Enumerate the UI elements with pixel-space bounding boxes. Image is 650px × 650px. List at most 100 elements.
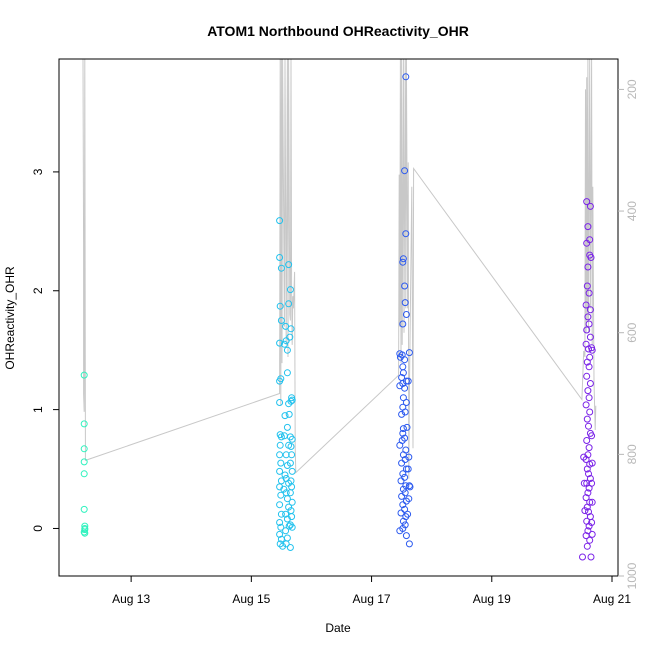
data-point-s2-36 (401, 473, 409, 481)
data-point-s1-66 (286, 489, 294, 497)
y-tick-label-1: 1 (31, 406, 45, 413)
data-point-s1-16 (276, 483, 284, 491)
data-point-s3-6 (587, 254, 595, 261)
y-tick-label-3: 3 (31, 168, 45, 175)
y-right-tick-label-2: 600 (625, 322, 639, 342)
x-tick-label-1: Aug 15 (232, 592, 270, 606)
data-point-s3-4 (583, 239, 591, 247)
data-point-s2-51 (402, 532, 410, 540)
data-point-s1-41 (283, 495, 291, 503)
x-tick-label-0: Aug 13 (112, 592, 150, 606)
data-point-s1-8 (276, 399, 284, 406)
data-point-s2-58 (404, 510, 412, 518)
data-point-s3-15 (586, 333, 594, 341)
data-point-s1-21 (277, 523, 285, 531)
data-point-s3-50 (586, 536, 594, 544)
data-point-s3-40 (584, 489, 592, 497)
data-point-s3-11 (586, 306, 594, 314)
data-point-s1-1 (276, 254, 284, 261)
data-point-s1-25 (279, 542, 287, 550)
data-point-s2-33 (398, 459, 406, 467)
data-point-s0-4 (80, 470, 88, 478)
data-point-s3-55 (581, 507, 589, 515)
data-point-s0-2 (80, 445, 88, 453)
y-right-tick-label-1: 400 (625, 201, 639, 221)
x-axis-label: Date (325, 621, 351, 635)
data-point-s2-48 (401, 521, 409, 529)
data-point-s3-12 (584, 313, 592, 321)
data-point-s3-13 (585, 320, 593, 328)
data-point-s1-46 (282, 527, 290, 535)
data-point-s2-54 (404, 377, 412, 385)
data-point-s2-59 (405, 495, 413, 503)
data-point-s2-55 (405, 453, 413, 461)
data-point-s1-62 (286, 459, 294, 467)
data-point-s1-54 (286, 333, 294, 341)
data-point-s3-57 (588, 346, 596, 354)
data-point-s3-37 (586, 475, 594, 482)
data-point-s3-20 (585, 363, 593, 371)
data-point-s1-63 (288, 467, 296, 475)
y-tick-label-0: 0 (31, 525, 45, 532)
data-point-s3-9 (585, 289, 593, 297)
data-point-s2-25 (399, 425, 407, 433)
y-axis-label: OHReactivity_OHR (3, 266, 17, 370)
data-point-s3-43 (583, 503, 591, 511)
chart-title: ATOM1 Northbound OHReactivity_OHR (207, 23, 469, 39)
data-point-s2-35 (399, 470, 407, 478)
data-point-s3-24 (585, 394, 593, 402)
data-point-s3-1 (586, 202, 594, 210)
data-point-s2-3 (399, 255, 407, 263)
data-point-s3-63 (588, 530, 596, 538)
y-axis-right: 200 400 600 800 1000 (618, 79, 639, 589)
y-axis: 0 1 2 3 (31, 168, 59, 532)
data-point-s2-24 (398, 410, 406, 418)
data-point-s1-48 (282, 540, 290, 548)
trace-layer (82, 58, 597, 479)
data-point-s1-22 (276, 530, 284, 538)
data-point-s0-3 (80, 458, 88, 466)
data-point-s2-29 (396, 441, 404, 449)
data-point-s2-2 (402, 230, 410, 238)
data-point-s3-30 (583, 437, 591, 444)
data-point-s1-18 (276, 501, 284, 509)
data-point-s1-67 (288, 498, 296, 506)
data-point-s2-6 (401, 299, 409, 307)
data-point-s1-20 (276, 519, 284, 526)
points-layer (80, 73, 596, 561)
trace-line (82, 58, 597, 479)
plot-frame (58, 58, 619, 577)
data-point-s2-8 (399, 320, 407, 328)
data-point-s3-32 (584, 451, 592, 459)
data-point-s2-14 (399, 369, 407, 377)
data-point-s2-13 (399, 363, 407, 371)
data-point-s1-50 (285, 261, 293, 269)
data-point-s1-36 (282, 451, 290, 459)
data-point-s1-4 (277, 317, 285, 324)
data-point-s1-59 (288, 435, 296, 443)
data-point-s1-49 (286, 544, 294, 551)
data-point-s1-29 (280, 340, 288, 348)
data-point-s1-47 (283, 534, 291, 542)
data-point-s3-44 (585, 508, 592, 516)
data-point-s2-32 (401, 456, 409, 463)
x-tick-label-2: Aug 17 (353, 592, 391, 606)
data-point-s1-14 (276, 467, 284, 475)
data-point-s2-43 (399, 501, 407, 509)
data-point-s2-38 (402, 482, 410, 490)
data-point-s3-23 (584, 387, 592, 395)
data-point-s3-59 (588, 459, 596, 467)
data-point-s1-69 (288, 513, 296, 521)
data-point-s2-42 (402, 497, 410, 505)
data-point-s2-60 (404, 465, 412, 473)
data-point-s3-19 (583, 358, 591, 366)
data-point-s1-11 (276, 441, 284, 449)
data-point-s1-51 (286, 286, 294, 294)
data-point-s2-37 (397, 477, 405, 485)
data-point-s1-52 (285, 300, 293, 308)
data-point-s3-7 (584, 263, 592, 271)
data-point-s0-1 (80, 420, 88, 428)
data-point-s1-43 (282, 510, 290, 518)
data-point-s2-21 (402, 399, 410, 406)
